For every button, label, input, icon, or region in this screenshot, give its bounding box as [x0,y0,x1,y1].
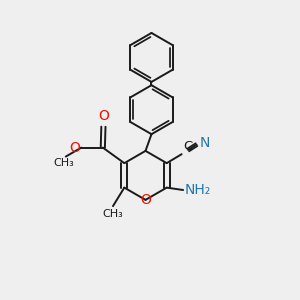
Text: CH₃: CH₃ [103,209,123,219]
Text: O: O [141,193,152,207]
Text: NH₂: NH₂ [184,183,211,197]
Text: O: O [69,141,80,154]
Text: C: C [183,140,192,153]
Text: O: O [98,109,109,123]
Text: CH₃: CH₃ [53,158,74,168]
Text: N: N [200,136,210,150]
